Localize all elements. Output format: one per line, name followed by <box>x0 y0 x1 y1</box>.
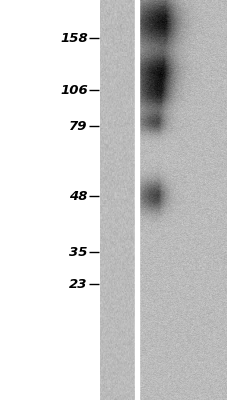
Text: 48: 48 <box>69 190 87 202</box>
Text: 106: 106 <box>60 84 87 96</box>
Text: 158: 158 <box>60 32 87 44</box>
Text: 79: 79 <box>69 120 87 132</box>
Text: 23: 23 <box>69 278 87 290</box>
Text: 35: 35 <box>69 246 87 258</box>
